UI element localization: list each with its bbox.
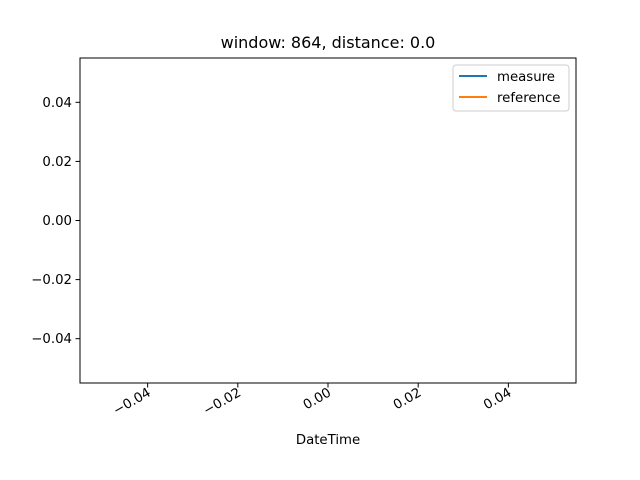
y-tick-label: 0.04 bbox=[42, 96, 72, 111]
x-tick-label: 0.00 bbox=[301, 385, 334, 413]
chart-title: window: 864, distance: 0.0 bbox=[221, 33, 436, 52]
legend-label-reference: reference bbox=[497, 91, 561, 106]
x-tick-label: −0.04 bbox=[111, 385, 154, 418]
y-tick-label: −0.04 bbox=[31, 332, 72, 347]
y-axis: 0.04 0.02 0.00 −0.02 −0.04 bbox=[31, 96, 80, 347]
x-axis-label: DateTime bbox=[296, 433, 360, 448]
y-tick-label: −0.02 bbox=[31, 273, 72, 288]
x-tick-label: 0.04 bbox=[481, 385, 514, 413]
x-tick-label: 0.02 bbox=[391, 385, 424, 413]
legend: measure reference bbox=[452, 64, 570, 112]
y-tick-label: 0.00 bbox=[42, 214, 72, 229]
x-axis: −0.04 −0.02 0.00 0.02 0.04 bbox=[111, 383, 514, 419]
legend-label-measure: measure bbox=[497, 70, 555, 85]
x-tick-label: −0.02 bbox=[201, 385, 244, 418]
y-tick-label: 0.02 bbox=[42, 155, 72, 170]
